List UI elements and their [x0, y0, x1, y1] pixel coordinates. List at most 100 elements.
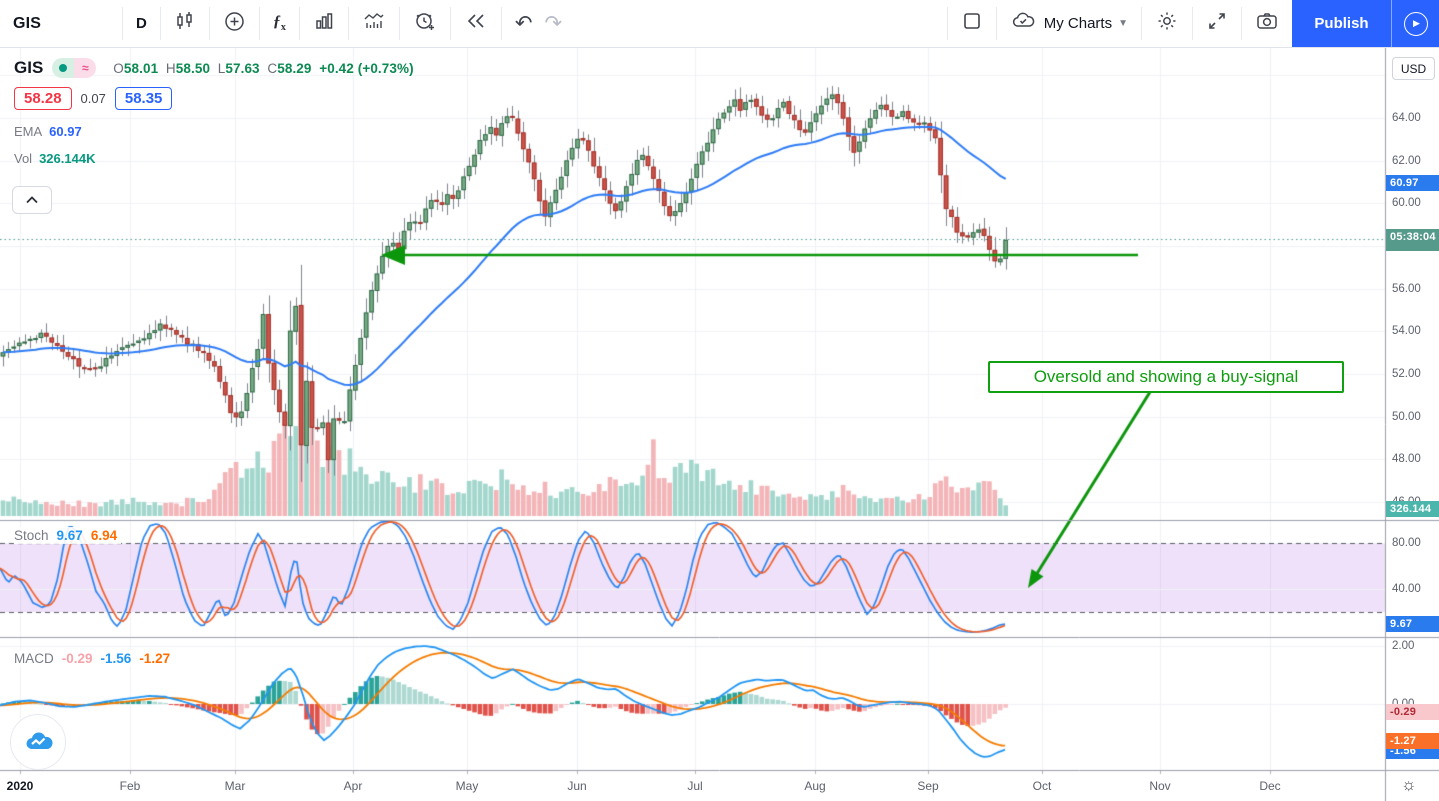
- cloud-check-icon: [1010, 10, 1037, 37]
- axis-tick-label: 60.00: [1392, 197, 1421, 210]
- redo-button[interactable]: ↷: [538, 0, 575, 47]
- time-axis-month-label: 2020: [6, 779, 34, 793]
- toolbar-separator: [500, 7, 502, 40]
- toolbar-separator: [1241, 7, 1242, 40]
- oversold-callout[interactable]: Oversold and showing a buy-signal: [988, 361, 1344, 393]
- volume-label: Vol: [14, 151, 33, 166]
- axis-tick-label: 50.00: [1392, 410, 1421, 423]
- publish-label: Publish: [1314, 15, 1369, 32]
- undo-button[interactable]: ↶: [502, 0, 539, 47]
- price-pane-legend: GIS ≈ O58.01 H58.50 L57.63 C58.29 +0.42 …: [14, 58, 414, 166]
- chart-settings-button[interactable]: [1142, 0, 1192, 47]
- legend-collapse-button[interactable]: [12, 186, 52, 214]
- macd-legend[interactable]: MACD -0.29 -1.56 -1.27: [14, 650, 175, 667]
- toolbar-separator: [208, 7, 210, 40]
- volume-value: 326.144K: [39, 151, 96, 166]
- toolbar-separator: [1141, 7, 1142, 40]
- macd-label: MACD: [14, 651, 54, 666]
- macd-hist-value: -0.29: [61, 651, 93, 666]
- legend-symbol[interactable]: GIS: [14, 58, 44, 77]
- time-axis-month-label: Sep: [917, 779, 939, 793]
- interval-button[interactable]: D: [123, 0, 160, 47]
- camera-icon: [1255, 10, 1279, 37]
- fullscreen-icon: [1206, 10, 1228, 37]
- market-open-dot-icon: [52, 58, 75, 78]
- stoch-k-axis-label: 9.67: [1386, 616, 1439, 632]
- tradingview-cloud-icon: [26, 732, 53, 749]
- toolbar-separator: [449, 7, 451, 40]
- alert-clock-icon: [413, 9, 437, 38]
- market-status-chips: ≈: [52, 58, 97, 78]
- time-axis-month-label: Feb: [119, 779, 141, 793]
- axis-tick-label: 62.00: [1392, 154, 1421, 167]
- stoch-d-value: 6.94: [90, 528, 118, 543]
- buy-ask-button[interactable]: 58.35: [114, 87, 173, 110]
- ema-legend-row[interactable]: EMA 60.97: [14, 124, 414, 139]
- ema-price-label: 60.97: [1386, 175, 1439, 191]
- replay-rewind-icon: [464, 10, 488, 37]
- macd-line-value: -1.56: [100, 651, 132, 666]
- volume-legend-row[interactable]: Vol 326.144K: [14, 151, 414, 166]
- ema-label: EMA: [14, 124, 43, 139]
- time-axis-month-label: Jul: [687, 779, 703, 793]
- delayed-data-icon: ≈: [74, 58, 97, 78]
- time-axis-month-label: Mar: [224, 779, 246, 793]
- sell-bid-button[interactable]: 58.28: [14, 87, 72, 110]
- financials-button[interactable]: [349, 0, 399, 47]
- toolbar-separator: [258, 7, 260, 40]
- compare-plus-icon: [223, 10, 246, 38]
- fullscreen-button[interactable]: [1193, 0, 1241, 47]
- toolbar-separator: [159, 7, 161, 40]
- candlestick-icon: [174, 10, 196, 37]
- quick-publish-menu-button[interactable]: ▶: [1391, 0, 1439, 47]
- redo-icon: ↷: [544, 12, 563, 35]
- axis-tick-label: 64.00: [1392, 112, 1421, 124]
- macd-signal-price-label: -1.27: [1386, 733, 1439, 749]
- create-alert-button[interactable]: [400, 0, 450, 47]
- forecast-wave-icon: [362, 10, 386, 37]
- indicator-templates-button[interactable]: [300, 0, 348, 47]
- symbol-search-button[interactable]: GIS: [0, 0, 122, 47]
- time-axis-month-label: Dec: [1259, 779, 1281, 793]
- snapshot-button[interactable]: [1242, 0, 1292, 47]
- ohlc-readout: O58.01 H58.50 L57.63 C58.29 +0.42 (+0.73…: [113, 60, 414, 76]
- publish-button[interactable]: Publish: [1292, 0, 1391, 47]
- volume-axis-label: 326.144: [1386, 501, 1439, 517]
- top-toolbar: GIS D ƒx: [0, 0, 1439, 48]
- layout-button[interactable]: [948, 0, 996, 47]
- toolbar-separator: [995, 7, 997, 40]
- compare-button[interactable]: [210, 0, 259, 47]
- stoch-legend[interactable]: Stoch 9.67 6.94: [14, 527, 122, 544]
- time-axis-month-label: Aug: [804, 779, 826, 793]
- bar-replay-button[interactable]: [451, 0, 501, 47]
- tradingview-logo-button[interactable]: [10, 714, 66, 770]
- chevron-down-icon: ▼: [1118, 18, 1128, 29]
- toolbar-separator: [398, 7, 400, 40]
- indicators-button[interactable]: ƒx: [260, 0, 299, 47]
- axis-tick-label: 2.00: [1392, 640, 1415, 652]
- indicators-fx-icon: ƒx: [272, 13, 286, 34]
- gear-icon: [1155, 9, 1179, 38]
- toolbar-separator: [946, 7, 948, 40]
- time-axis-month-label: Oct: [1032, 779, 1052, 793]
- axis-tick-label: 48.00: [1392, 453, 1421, 466]
- macd-signal-value: -1.27: [139, 651, 171, 666]
- toolbar-separator: [298, 7, 300, 40]
- stoch-k-value: 9.67: [56, 528, 83, 543]
- axis-tick-label: 52.00: [1392, 367, 1421, 380]
- axis-tick-label: 54.00: [1392, 325, 1421, 338]
- time-axis-month-label: Jun: [567, 779, 587, 793]
- toolbar-separator: [347, 7, 349, 40]
- my-charts-button[interactable]: My Charts ▼: [997, 0, 1141, 47]
- macd-hist-price-label: -0.29: [1386, 704, 1439, 720]
- currency-toggle-button[interactable]: USD: [1392, 57, 1435, 80]
- toolbar-separator: [1192, 7, 1193, 40]
- time-axis-settings-sun-icon[interactable]: ☼: [1401, 775, 1417, 794]
- axis-tick-label: 80.00: [1392, 537, 1421, 549]
- toolbar-separator: [122, 7, 123, 40]
- chart-style-button[interactable]: [161, 0, 209, 47]
- symbol-label: GIS: [13, 14, 42, 32]
- time-axis-month-label: Apr: [343, 779, 363, 793]
